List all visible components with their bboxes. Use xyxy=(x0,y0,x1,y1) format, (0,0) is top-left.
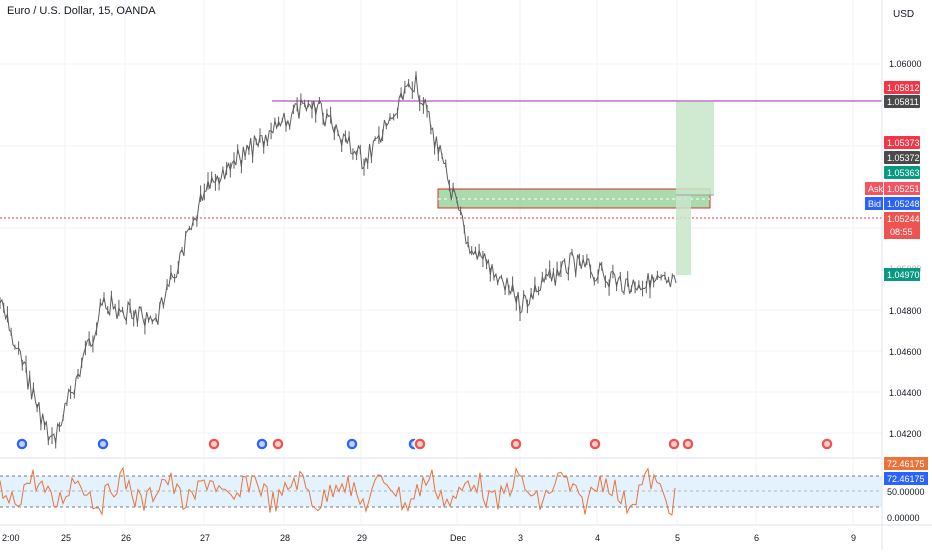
economic-events-row[interactable] xyxy=(15,437,834,451)
time-label-3: 27 xyxy=(200,533,210,543)
price-tick-5: 1.04200 xyxy=(889,429,922,439)
event-flag-icon[interactable] xyxy=(588,437,602,451)
event-flag-dot xyxy=(259,441,265,447)
event-flag-icon[interactable] xyxy=(96,437,110,451)
chart-grid xyxy=(0,0,882,525)
time-label-7: 3 xyxy=(518,533,523,543)
event-flag-dot xyxy=(275,441,281,447)
supply-zone-rectangle[interactable] xyxy=(437,188,711,209)
tag-bg-dark-mid xyxy=(884,151,920,164)
tag-green-mid: 1.05363 xyxy=(887,168,920,178)
event-flag-dot xyxy=(100,441,106,447)
event-flag-dot xyxy=(824,441,830,447)
event-flag-dot xyxy=(513,441,519,447)
bar-countdown: 08:55 xyxy=(890,227,913,237)
event-flag-icon[interactable] xyxy=(255,437,269,451)
time-label-9: 5 xyxy=(675,533,680,543)
bid-label-bg xyxy=(865,197,883,210)
event-flag-dot xyxy=(211,441,217,447)
ask-label-bg xyxy=(865,182,883,195)
tag-bg-red-top xyxy=(884,81,920,94)
event-flag-icon[interactable] xyxy=(15,437,29,451)
event-flag-icon[interactable] xyxy=(820,437,834,451)
ask-tag: 1.05251 xyxy=(887,184,920,194)
price-tick-3: 1.04600 xyxy=(889,347,922,357)
time-label-8: 4 xyxy=(595,533,600,543)
event-flag-icon[interactable] xyxy=(345,437,359,451)
event-flag-dot xyxy=(671,441,677,447)
time-label-4: 28 xyxy=(280,533,290,543)
rsi-low-label: 0.00000 xyxy=(887,513,920,523)
rsi-tag-bg-2 xyxy=(884,472,928,485)
time-axis[interactable]: 2:00 25 26 27 28 29 Dec 3 4 5 6 9 xyxy=(2,533,856,543)
event-flag-icon[interactable] xyxy=(207,437,221,451)
ask-tag-bg xyxy=(884,182,920,195)
long-position-target-zone[interactable] xyxy=(676,102,714,195)
event-flag-dot xyxy=(19,441,25,447)
bid-tag: 1.05248 xyxy=(887,199,920,209)
event-flag-dot xyxy=(417,441,423,447)
time-label-5: 29 xyxy=(357,533,367,543)
price-tick-1: 1.06000 xyxy=(889,59,922,69)
tag-red-mid: 1.05373 xyxy=(887,138,920,148)
time-label-1: 25 xyxy=(61,533,71,543)
price-tags: 1.05812 1.05811 1.05373 1.05372 1.05363 … xyxy=(865,81,928,523)
tag-bg-green-mid xyxy=(884,166,920,179)
rsi-tag-1: 72.46175 xyxy=(887,459,925,469)
time-label-6: Dec xyxy=(450,533,467,543)
price-tick-2: 1.04800 xyxy=(889,306,922,316)
rsi-mid-label: 50.00000 xyxy=(887,487,925,497)
time-label-10: 6 xyxy=(754,533,759,543)
tag-dark-mid: 1.05372 xyxy=(887,153,920,163)
event-flag-icon[interactable] xyxy=(509,437,523,451)
currency-label[interactable]: USD xyxy=(893,9,915,20)
symbol-title[interactable]: Euro / U.S. Dollar, 15, OANDA xyxy=(7,5,156,17)
last-price-tag: 1.05244 xyxy=(887,214,920,224)
tag-green-low: 1.04970 xyxy=(887,270,920,280)
time-label-0: 2:00 xyxy=(2,533,20,543)
bid-tag-bg xyxy=(884,197,920,210)
event-flag-icon[interactable] xyxy=(413,437,427,451)
event-flag-icon[interactable] xyxy=(271,437,285,451)
event-flag-dot xyxy=(592,441,598,447)
tag-bg-red-mid xyxy=(884,136,920,149)
last-price-tag-bg xyxy=(884,212,920,239)
event-flag-icon[interactable] xyxy=(681,437,695,451)
tag-red-top: 1.05812 xyxy=(887,83,920,93)
tag-dark-top: 1.05811 xyxy=(887,97,919,107)
rsi-tag-bg-1 xyxy=(884,457,928,470)
tag-bg-green-low xyxy=(884,268,920,281)
rsi-tag-2: 72.46175 xyxy=(887,474,925,484)
event-flag-dot xyxy=(685,441,691,447)
event-flag-dot xyxy=(349,441,355,447)
ask-label: Ask xyxy=(868,184,884,194)
price-series-line xyxy=(0,73,677,444)
bid-label: Bid xyxy=(868,199,881,209)
tag-bg-dark-top xyxy=(884,95,920,108)
event-flag-icon[interactable] xyxy=(667,437,681,451)
time-label-2: 26 xyxy=(121,533,131,543)
rsi-line xyxy=(0,466,676,517)
long-position-stop-zone[interactable] xyxy=(676,195,691,275)
candle-wicks xyxy=(0,71,673,449)
time-label-11: 9 xyxy=(851,533,856,543)
price-tick-4: 1.04400 xyxy=(889,388,922,398)
